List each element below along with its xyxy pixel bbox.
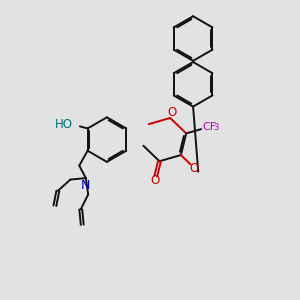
Text: CF: CF [202,122,216,132]
Text: N: N [81,179,91,192]
Text: O: O [150,174,159,187]
Text: 3: 3 [213,123,219,132]
Text: O: O [190,161,199,175]
Text: O: O [167,106,176,119]
Text: HO: HO [55,118,73,131]
